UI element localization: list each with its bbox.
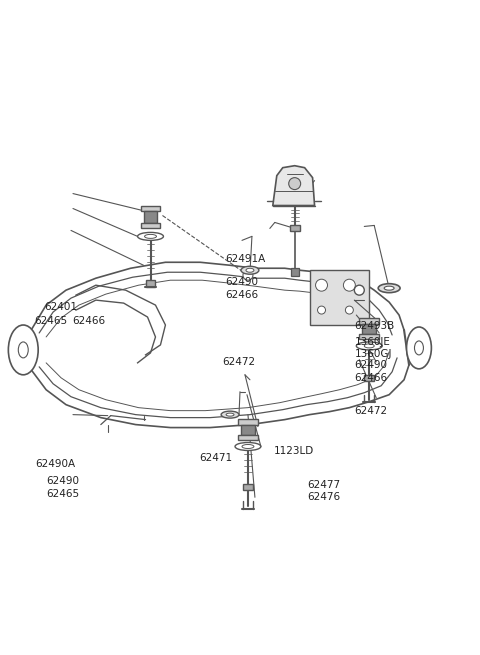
FancyBboxPatch shape bbox=[141, 223, 160, 229]
Text: 62465: 62465 bbox=[47, 489, 80, 499]
Circle shape bbox=[243, 271, 253, 280]
FancyBboxPatch shape bbox=[362, 324, 376, 334]
Text: 62465: 62465 bbox=[34, 316, 67, 326]
Text: 62401: 62401 bbox=[44, 302, 77, 312]
Text: 62476: 62476 bbox=[307, 492, 340, 502]
Circle shape bbox=[346, 306, 353, 314]
FancyBboxPatch shape bbox=[310, 271, 369, 325]
Text: 62490: 62490 bbox=[355, 360, 387, 370]
Circle shape bbox=[318, 306, 325, 314]
Ellipse shape bbox=[226, 413, 234, 416]
Text: 62466: 62466 bbox=[72, 316, 105, 326]
Circle shape bbox=[354, 285, 364, 295]
Circle shape bbox=[288, 178, 300, 189]
FancyBboxPatch shape bbox=[145, 280, 156, 287]
FancyBboxPatch shape bbox=[238, 419, 258, 424]
Ellipse shape bbox=[407, 327, 432, 369]
Circle shape bbox=[343, 279, 355, 291]
Text: 62490A: 62490A bbox=[35, 459, 75, 470]
FancyBboxPatch shape bbox=[360, 334, 379, 339]
Text: 1123LD: 1123LD bbox=[274, 447, 313, 457]
Text: 62490: 62490 bbox=[47, 476, 80, 486]
Ellipse shape bbox=[235, 443, 261, 451]
Text: 62477: 62477 bbox=[307, 480, 340, 491]
Ellipse shape bbox=[144, 234, 156, 238]
FancyBboxPatch shape bbox=[144, 212, 157, 223]
FancyBboxPatch shape bbox=[364, 375, 374, 381]
FancyBboxPatch shape bbox=[243, 484, 253, 491]
Ellipse shape bbox=[221, 411, 239, 418]
Polygon shape bbox=[273, 166, 314, 206]
Text: 1360JE: 1360JE bbox=[355, 337, 390, 347]
Ellipse shape bbox=[364, 344, 374, 348]
Ellipse shape bbox=[384, 286, 394, 290]
Ellipse shape bbox=[378, 284, 400, 293]
Ellipse shape bbox=[246, 269, 254, 272]
Ellipse shape bbox=[356, 342, 382, 350]
FancyBboxPatch shape bbox=[360, 318, 379, 324]
FancyBboxPatch shape bbox=[291, 269, 299, 276]
Ellipse shape bbox=[18, 342, 28, 358]
Text: 62493B: 62493B bbox=[355, 321, 395, 331]
Text: 62472: 62472 bbox=[355, 406, 388, 416]
Text: 62490: 62490 bbox=[226, 278, 259, 288]
Ellipse shape bbox=[138, 233, 164, 240]
Text: 62471: 62471 bbox=[199, 453, 233, 463]
Ellipse shape bbox=[415, 341, 423, 355]
Text: 62466: 62466 bbox=[226, 290, 259, 300]
Text: 62491A: 62491A bbox=[226, 254, 266, 264]
Ellipse shape bbox=[241, 267, 259, 274]
FancyBboxPatch shape bbox=[141, 206, 160, 212]
FancyBboxPatch shape bbox=[290, 225, 300, 231]
Text: 62466: 62466 bbox=[355, 373, 388, 383]
Text: 1360GJ: 1360GJ bbox=[355, 348, 392, 358]
FancyBboxPatch shape bbox=[238, 434, 258, 440]
Ellipse shape bbox=[8, 325, 38, 375]
Text: 62472: 62472 bbox=[222, 357, 255, 367]
Circle shape bbox=[315, 279, 327, 291]
FancyBboxPatch shape bbox=[241, 424, 255, 434]
Ellipse shape bbox=[242, 445, 254, 449]
